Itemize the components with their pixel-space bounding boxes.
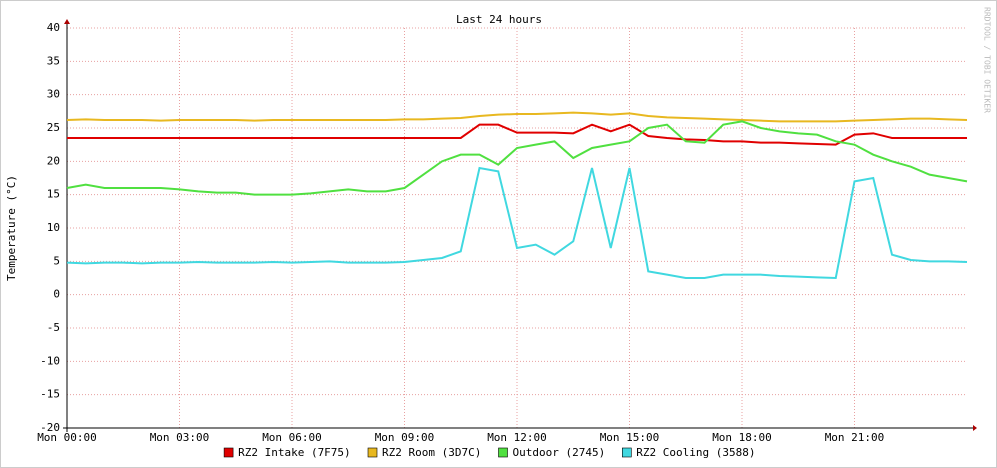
legend-swatch [223,447,234,458]
series-line [66,166,968,280]
y-tick-label: 20 [47,154,60,167]
x-tick-label: Mon 18:00 [712,431,772,444]
y-tick-label: -5 [47,321,60,334]
series-line [67,123,967,146]
legend-label: RZ2 Intake (7F75) [238,446,351,459]
legend-swatch [498,447,508,458]
series-line [66,111,968,123]
y-tick-label: -15 [40,388,60,401]
y-tick-label: 35 [47,54,60,67]
legend-label: RZ2 Room (3D7C) [382,446,481,459]
x-tick-label: Mon 21:00 [825,431,885,444]
y-tick-label: 0 [53,288,60,301]
y-tick-label: 25 [47,121,60,134]
legend-swatch [367,447,378,458]
legend-label: Outdoor (2745) [513,446,606,459]
x-tick-label: Mon 00:00 [37,431,97,444]
y-tick-label: -10 [40,354,60,367]
x-tick-label: Mon 09:00 [375,431,435,444]
y-tick-label: 40 [47,21,60,34]
y-tick-label: 15 [47,188,60,201]
x-tick-label: Mon 12:00 [487,431,547,444]
axis-arrow [973,425,977,431]
x-tick-label: Mon 15:00 [600,431,660,444]
legend-swatch [621,447,632,458]
chart-title: Last 24 hours [456,13,542,26]
y-tick-label: 10 [47,221,60,234]
y-axis-label: Temperature (°C) [5,175,18,281]
series-line [66,120,968,196]
legend-label: RZ2 Cooling (3588) [636,446,755,459]
y-tick-label: -20 [40,421,60,434]
y-tick-label: 5 [53,254,60,267]
x-tick-label: Mon 06:00 [262,431,322,444]
axis-arrow [64,19,70,24]
y-tick-label: 30 [47,88,60,101]
watermark: RRDTOOL / TOBI OETIKER [983,7,992,113]
x-tick-label: Mon 03:00 [150,431,210,444]
